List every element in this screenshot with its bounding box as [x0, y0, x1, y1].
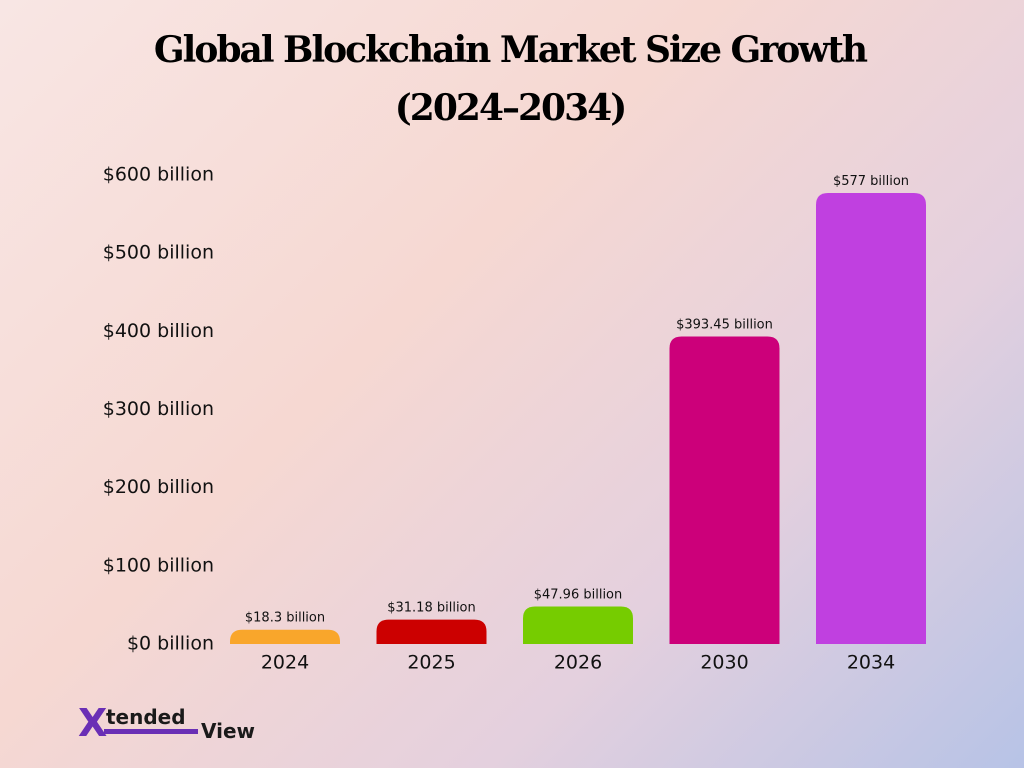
y-tick-label: $0 billion	[127, 633, 214, 655]
bar	[816, 192, 926, 644]
x-tick-label: 2034	[847, 652, 895, 674]
y-tick-label: $200 billion	[103, 476, 214, 498]
x-tick-label: 2030	[700, 652, 748, 674]
logo-text: tended	[106, 705, 186, 729]
logo-mark: X	[78, 701, 107, 745]
logo: X tended View	[78, 701, 255, 745]
value-label: $31.18 billion	[387, 601, 476, 616]
y-tick-label: $300 billion	[103, 398, 214, 420]
value-label: $577 billion	[833, 174, 909, 189]
logo-text: View	[201, 719, 255, 743]
y-tick-label: $400 billion	[103, 320, 214, 342]
x-tick-label: 2026	[554, 652, 602, 674]
bar	[669, 336, 780, 644]
bar	[523, 606, 633, 644]
y-tick-label: $500 billion	[103, 242, 214, 264]
value-label: $47.96 billion	[534, 588, 623, 603]
chart-subtitle: (2024–2034)	[395, 87, 625, 129]
value-label: $18.3 billion	[245, 611, 325, 626]
chart-title: Global Blockchain Market Size Growth	[154, 29, 868, 71]
y-tick-label: $100 billion	[103, 554, 214, 576]
x-tick-label: 2024	[261, 652, 309, 674]
bar	[376, 619, 487, 644]
value-label: $393.45 billion	[676, 317, 773, 332]
x-tick-label: 2025	[407, 652, 455, 674]
y-tick-label: $600 billion	[103, 164, 214, 186]
bar	[230, 629, 340, 644]
logo-underline	[104, 729, 198, 734]
